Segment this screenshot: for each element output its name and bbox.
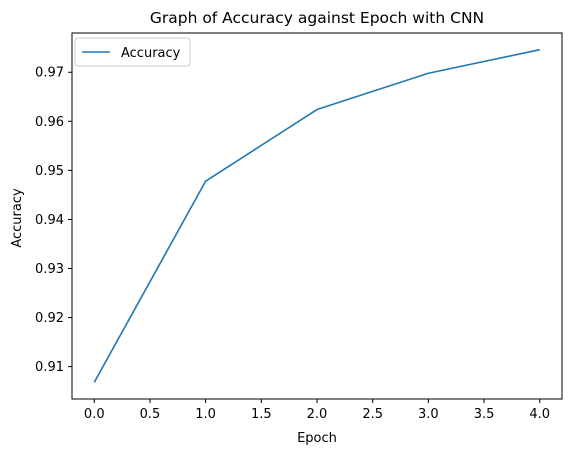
- x-tick-label: 1.5: [251, 407, 272, 422]
- x-axis-title: Epoch: [297, 431, 337, 446]
- plot-area: 0.0 0.5 1.0 1.5 2.0 2.5 3.0 3.5 4.0 0.91 0.92 0.93 0…: [35, 32, 563, 422]
- y-tick-label: 0.91: [35, 360, 64, 375]
- x-tick-label: 4.0: [529, 407, 550, 422]
- legend: Accuracy: [74, 37, 191, 67]
- y-tick-label: 0.92: [35, 311, 64, 326]
- y-tick-label: 0.94: [35, 213, 64, 228]
- y-axis-title: Accuracy: [10, 188, 25, 248]
- x-tick-label: 3.5: [474, 407, 495, 422]
- x-tick-label: 1.0: [195, 407, 216, 422]
- legend-box: [74, 37, 191, 67]
- x-tick-label: 0.5: [140, 407, 161, 422]
- legend-label-accuracy: Accuracy: [121, 46, 181, 61]
- chart-title: Graph of Accuracy against Epoch with CNN: [150, 9, 484, 27]
- y-tick-label: 0.93: [35, 262, 64, 277]
- x-tick-label: 2.0: [307, 407, 328, 422]
- y-tick-label: 0.96: [35, 115, 64, 130]
- y-tick-label: 0.97: [35, 66, 64, 81]
- x-tick-label: 3.0: [418, 407, 439, 422]
- x-tick-label: 2.5: [362, 407, 383, 422]
- x-tick-label: 0.0: [84, 407, 105, 422]
- y-tick-label: 0.95: [35, 164, 64, 179]
